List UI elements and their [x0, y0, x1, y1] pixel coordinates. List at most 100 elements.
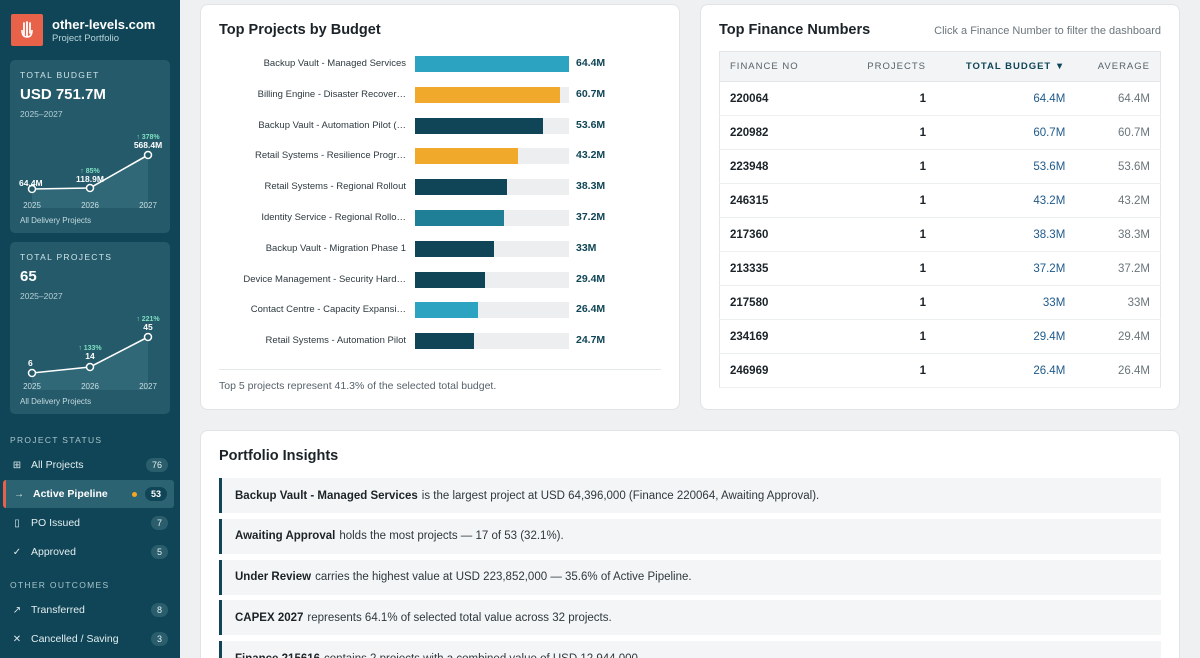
col-total-budget[interactable]: TOTAL BUDGET ▼ [935, 51, 1076, 82]
insight-text: carries the highest value at USD 223,852… [315, 571, 692, 584]
table-row[interactable]: 217360 1 38.3M 38.3M [719, 217, 1161, 252]
total-budget-cell: 43.2M [935, 183, 1076, 218]
point-value: 118.9M [76, 174, 104, 184]
finance-table: FINANCE NO PROJECTS TOTAL BUDGET ▼ AVERA… [719, 51, 1161, 388]
finance-number-cell[interactable]: 220064 [719, 81, 840, 116]
bar-row[interactable]: Backup Vault - Managed Services 64.4M [201, 56, 681, 72]
bar-value: 24.7M [576, 334, 606, 347]
table-row[interactable]: 246315 1 43.2M 43.2M [719, 183, 1161, 218]
col-average[interactable]: AVERAGE [1075, 51, 1161, 82]
total-budget-card[interactable]: TOTAL BUDGET USD 751.7M 2025–2027 64.4M … [10, 60, 170, 233]
table-row[interactable]: 246969 1 26.4M 26.4M [719, 353, 1161, 388]
insight-text: holds the most projects — 17 of 53 (32.1… [339, 530, 564, 543]
bar-row[interactable]: Backup Vault - Automation Pilot (… 53.6M [201, 117, 681, 134]
average-cell: 26.4M [1075, 353, 1161, 388]
bar-label: Retail Systems - Regional Rollout [264, 181, 406, 193]
arrow-right-icon: → [14, 488, 24, 500]
insight-subject: Finance 215616 [235, 653, 320, 658]
bar-value: 53.6M [576, 118, 606, 131]
bar [415, 148, 519, 165]
bar-value: 33M [576, 241, 597, 254]
bar-value: 29.4M [576, 272, 606, 285]
finance-number-cell[interactable]: 246969 [719, 353, 840, 388]
insight-subject: Backup Vault - Managed Services [235, 489, 418, 502]
bar [415, 179, 507, 196]
bar [415, 271, 486, 288]
year-label: 2026 [81, 382, 99, 391]
bar-row[interactable]: Retail Systems - Automation Pilot 24.7M [201, 333, 681, 350]
nav-transferred[interactable]: ↗ Transferred 8 [4, 596, 175, 624]
bar-row[interactable]: Retail Systems - Resilience Progr… 43.2M [201, 148, 681, 165]
bar-track [415, 240, 569, 257]
nav-active-pipeline[interactable]: → Active Pipeline 53 [3, 480, 174, 508]
sparkline-point [85, 183, 95, 193]
total-budget-cell: 38.3M [935, 217, 1076, 252]
insight-item: Backup Vault - Managed Services is the la… [219, 478, 1161, 513]
nav-cancelled-saving[interactable]: ✕ Cancelled / Saving 3 [4, 625, 175, 653]
finance-panel: Top Finance Numbers Click a Finance Numb… [700, 4, 1180, 410]
bar-row[interactable]: Contact Centre - Capacity Expansi… 26.4M [201, 302, 681, 319]
project-status-heading: PROJECT STATUS [10, 435, 103, 445]
bar-row[interactable]: Identity Service - Regional Rollo… 37.2M [201, 210, 681, 226]
point-value: 64.4M [19, 178, 43, 188]
project-count-cell: 1 [839, 319, 936, 354]
brand[interactable]: other-levels.com Project Portfolio [0, 0, 180, 60]
count-badge: 3 [150, 632, 168, 646]
top-projects-chart: Backup Vault - Managed Services 64.4M Bill… [201, 5, 681, 365]
total-budget-cell: 64.4M [935, 81, 1076, 116]
bar-label: Identity Service - Regional Rollo… [261, 212, 406, 223]
finance-number-cell[interactable]: 223948 [719, 149, 840, 184]
bar-row[interactable]: Device Management - Security Hard… 29.4M [201, 271, 681, 288]
finance-number-cell[interactable]: 220982 [719, 115, 840, 150]
table-row[interactable]: 217580 1 33M 33M [719, 285, 1161, 320]
bar-track [415, 148, 569, 165]
finance-number-cell[interactable]: 213335 [719, 251, 840, 286]
total-budget-value: USD 751.7M [20, 86, 106, 103]
sparkline-point [85, 362, 95, 372]
bar-label: Retail Systems - Resilience Progr… [255, 150, 406, 162]
count-badge: 76 [145, 458, 168, 472]
bar [415, 240, 494, 257]
bar-track [415, 179, 569, 196]
bar-label: Device Management - Security Hard… [243, 273, 406, 285]
finance-number-cell[interactable]: 246315 [719, 183, 840, 218]
logo-icon [11, 14, 43, 46]
sparkline-point [27, 184, 37, 194]
bar-track [415, 271, 569, 288]
total-budget-cell: 53.6M [935, 149, 1076, 184]
bar [415, 86, 561, 103]
finance-number-cell[interactable]: 234169 [719, 319, 840, 354]
table-row[interactable]: 220982 1 60.7M 60.7M [719, 115, 1161, 150]
table-row[interactable]: 234169 1 29.4M 29.4M [719, 319, 1161, 354]
table-row[interactable]: 220064 1 64.4M 64.4M [719, 81, 1161, 116]
count-badge: 5 [150, 545, 168, 559]
total-budget-cell: 29.4M [935, 319, 1076, 354]
table-row[interactable]: 213335 1 37.2M 37.2M [719, 251, 1161, 286]
nav-approved[interactable]: ✓ Approved 5 [4, 538, 175, 566]
sidebar: other-levels.com Project Portfolio TOTAL… [0, 0, 180, 658]
finance-number-cell[interactable]: 217360 [719, 217, 840, 252]
x-icon: ✕ [12, 633, 22, 645]
finance-number-cell[interactable]: 217580 [719, 285, 840, 320]
nav-po-issued[interactable]: ▯ PO Issued 7 [4, 509, 175, 537]
sparkline-point [27, 368, 37, 378]
bar-value: 26.4M [576, 303, 606, 316]
nav-all-projects[interactable]: ⊞ All Projects 76 [4, 451, 175, 479]
col-finance-no[interactable]: FINANCE NO [719, 51, 840, 82]
insight-subject: Awaiting Approval [235, 530, 336, 543]
insight-item: Under Review carries the highest value at… [219, 559, 1161, 595]
col-projects[interactable]: PROJECTS [839, 51, 936, 82]
total-budget-range: 2025–2027 [20, 109, 63, 119]
bar-row[interactable]: Billing Engine - Disaster Recover… 60.7M [201, 86, 681, 103]
total-projects-card[interactable]: TOTAL PROJECTS 65 2025–2027 6 ↑ 133% 14 … [10, 242, 170, 414]
bar-row[interactable]: Retail Systems - Regional Rollout 38.3M [201, 179, 681, 196]
bar-row[interactable]: Backup Vault - Migration Phase 1 33M [201, 240, 681, 257]
bar-value: 60.7M [576, 87, 606, 100]
table-row[interactable]: 223948 1 53.6M 53.6M [719, 149, 1161, 184]
total-budget-sparkline: 64.4M ↑ 85% 118.9M ↑ 378% 568.4M 2025 20… [19, 134, 162, 210]
other-outcomes-heading: OTHER OUTCOMES [10, 580, 110, 590]
year-label: 2027 [139, 382, 157, 391]
bar-value: 38.3M [576, 180, 606, 193]
point-value: 45 [143, 322, 153, 332]
top-projects-panel: Top Projects by Budget Backup Vault - Ma… [200, 4, 680, 410]
